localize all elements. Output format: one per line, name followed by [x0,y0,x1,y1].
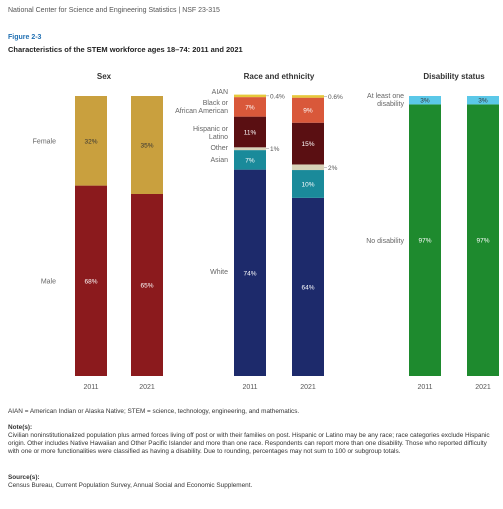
data-label: 65% [140,283,153,290]
bar-segment [75,96,107,186]
series-label: Other [210,145,228,152]
series-label: Black or African American [175,100,229,115]
x-tick-label: 2011 [417,384,432,391]
data-label: 9% [303,108,313,115]
data-label: 97% [418,238,431,245]
x-tick-label: 2021 [475,384,491,391]
series-label: Asian [210,157,228,164]
panel-title: Sex [97,72,112,81]
bar-segment [292,122,324,165]
panel-title: Race and ethnicity [244,72,315,81]
data-label: 2% [328,165,338,172]
bar-segment [409,96,441,105]
series-label: Male [41,278,56,285]
bar-segment [234,94,266,98]
series-label: No disability [366,238,404,245]
bar-segment [292,170,324,198]
report-header: National Center for Science and Engineer… [8,7,220,14]
series-label: At least one disability [367,93,404,108]
series-label: White [210,269,228,276]
bar-segment [234,169,266,376]
figure-title: Characteristics of the STEM workforce ag… [8,45,243,54]
bar-segment [292,197,324,376]
series-label: Female [33,138,56,145]
data-label: 64% [301,284,314,291]
data-label: 0.4% [270,93,285,100]
data-label: 35% [140,143,153,150]
source-heading: Source(s): [8,474,40,481]
data-label: 68% [84,278,97,285]
data-label: 11% [244,129,257,136]
data-label: 3% [420,98,430,105]
bar-segment [131,194,163,376]
bar-segment [234,97,266,117]
data-label: 32% [84,138,97,145]
data-label: 0.6% [328,94,343,101]
series-label: AIAN [212,89,228,96]
bar-segment [234,116,266,148]
x-tick-label: 2011 [83,384,98,391]
data-label: 97% [476,238,489,245]
figure-label: Figure 2-3 [8,34,42,41]
notes-heading: Note(s): [8,424,33,431]
source-text: Census Bureau, Current Population Survey… [8,482,253,489]
data-label: 7% [245,157,255,164]
data-label: 10% [301,181,314,188]
data-label: 1% [270,146,280,153]
data-label: 15% [301,141,314,148]
notes-text: Civilian noninstitutionalized population… [8,432,490,455]
x-tick-label: 2021 [139,384,155,391]
bar-segment [409,104,441,377]
bar-segment [467,96,499,105]
stacked-bar-chart: Sex 68% 32% 2011 65% 35% 2021 Male Female Race an… [33,72,499,391]
x-tick-label: 2021 [300,384,316,391]
bar-segment [292,164,324,171]
x-tick-label: 2011 [242,384,257,391]
bar-segment [234,150,266,170]
series-label: Hispanic or Latino [193,126,229,141]
panel-title: Disability status [423,72,485,81]
abbreviations-note: AIAN = American Indian or Alaska Native;… [8,408,300,415]
bar-segment [292,97,324,123]
bar-segment [467,104,499,377]
bar-segment [234,147,266,151]
bar-segment [292,95,324,98]
bar-segment [75,185,107,376]
bar-segment [131,96,163,194]
data-label: 7% [245,104,255,111]
data-label: 3% [478,98,488,105]
data-label: 74% [243,270,256,277]
